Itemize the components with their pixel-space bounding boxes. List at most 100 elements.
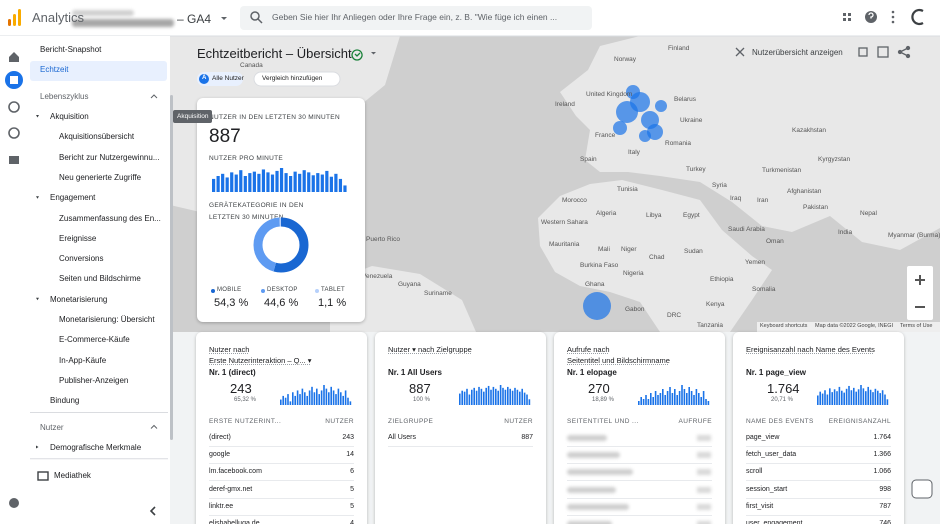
card-title[interactable]: Nutzer ▾ nach Zielgruppe <box>388 345 472 354</box>
map-attribution[interactable]: Terms of Use <box>900 323 933 329</box>
legend-dot <box>211 289 215 293</box>
map-label: Romania <box>665 140 692 147</box>
compare-chip[interactable] <box>253 71 341 87</box>
dropdown-caret[interactable] <box>221 17 227 20</box>
legend-name: TABLET <box>321 287 346 293</box>
property-name[interactable]: – GA4 <box>177 12 212 26</box>
bar <box>320 390 323 405</box>
nav-section[interactable]: Lebenszyklus <box>40 92 89 101</box>
home-icon[interactable] <box>9 52 19 62</box>
bar <box>874 388 877 405</box>
title-caret[interactable] <box>371 52 376 55</box>
map-attribution[interactable]: Keyboard shortcuts <box>760 323 808 329</box>
nav-item[interactable]: Akquisitionsübersicht <box>59 132 135 142</box>
nav-caret[interactable] <box>36 115 39 118</box>
nav-caret[interactable] <box>36 297 39 301</box>
apps-icon[interactable] <box>843 13 851 21</box>
compare-button[interactable]: Vergleich hinzufügen <box>262 75 323 82</box>
row-label[interactable]: scroll <box>746 468 763 476</box>
customize-icon[interactable] <box>877 46 889 58</box>
row-label[interactable]: All Users <box>388 434 417 441</box>
nav-item[interactable]: Neu generierte Zugriffe <box>59 172 142 182</box>
card-title[interactable]: Ereignisanzahl nach Name des Events <box>746 345 875 354</box>
bar <box>511 390 514 405</box>
configure-icon[interactable] <box>9 156 19 164</box>
row-value: 5 <box>350 502 354 510</box>
nav-section[interactable]: Nutzer <box>40 422 64 432</box>
explore-icon[interactable] <box>8 101 20 113</box>
row-label[interactable]: fetch_user_data <box>746 451 797 459</box>
nav-group[interactable]: Akquisition <box>50 112 89 121</box>
nav-group[interactable]: Engagement <box>50 193 96 203</box>
nav-item[interactable]: Echtzeit <box>40 65 69 74</box>
map-label: Yemen <box>745 259 765 266</box>
row-label[interactable]: first_visit <box>746 502 774 510</box>
row-label[interactable]: google <box>209 451 231 459</box>
nav-group[interactable]: Monetarisierung <box>50 294 108 304</box>
bar <box>342 395 344 405</box>
search-box[interactable] <box>240 6 592 30</box>
redacted-row <box>567 521 612 524</box>
nav-group[interactable]: Bindung <box>50 396 80 406</box>
bar <box>335 394 337 405</box>
card-title[interactable]: Nutzer nach <box>209 345 250 354</box>
settings-icon[interactable] <box>9 498 19 508</box>
bar <box>461 390 463 405</box>
nav-item[interactable]: Zusammenfassung des En... <box>59 213 161 223</box>
segment-chip[interactable] <box>197 72 243 86</box>
bar <box>298 173 302 192</box>
overview-button[interactable]: Nutzerübersicht anzeigen <box>752 48 843 57</box>
row-label[interactable]: linktr.ee <box>209 502 234 510</box>
nav-item[interactable]: In-App-Käufe <box>59 355 107 365</box>
row-label[interactable]: deref-gmx.net <box>209 485 253 493</box>
nav-group[interactable]: Demografische Merkmale <box>50 442 142 452</box>
nav-item[interactable]: Ereignisse <box>59 233 97 243</box>
row-label[interactable]: elishabelluga.de <box>209 520 260 524</box>
zoom-in[interactable] <box>915 275 925 285</box>
legend-name: MOBILE <box>217 287 242 293</box>
bar <box>338 178 343 192</box>
advertising-icon[interactable] <box>8 127 20 139</box>
card-title[interactable]: Seitentitel und Bildschirmname <box>567 356 670 365</box>
bar <box>490 389 492 405</box>
search-icon <box>250 11 263 24</box>
feedback-button[interactable] <box>911 479 933 499</box>
nav-item[interactable]: Seiten und Bildschirme <box>59 274 141 284</box>
nav-item[interactable]: Bericht-Snapshot <box>40 45 102 54</box>
nav-caret[interactable] <box>36 196 39 199</box>
bar <box>678 391 681 405</box>
row-label[interactable]: lm.facebook.com <box>209 468 262 476</box>
legend-swatch <box>211 289 215 293</box>
nav-item[interactable]: Bericht zur Nutzergewinnu... <box>59 152 160 162</box>
map-label: Pakistan <box>803 204 828 211</box>
bar <box>311 386 313 405</box>
row-label[interactable]: user_engagement <box>746 520 803 524</box>
nav-item[interactable]: Publisher-Anzeigen <box>59 375 129 385</box>
fullscreen-icon[interactable] <box>858 47 868 57</box>
bar <box>304 392 306 405</box>
search-placeholder[interactable]: Geben Sie hier Ihr Anliegen oder Ihre Fr… <box>272 12 558 22</box>
map-label: Suriname <box>424 290 452 297</box>
redacted-row <box>567 486 616 493</box>
row-label[interactable]: page_view <box>746 434 780 441</box>
more-icon[interactable] <box>891 10 895 24</box>
nav-library[interactable]: Mediathek <box>54 470 91 480</box>
bar <box>664 395 666 405</box>
nav-item[interactable]: E-Commerce-Käufe <box>59 335 130 345</box>
account-avatar[interactable] <box>911 8 924 26</box>
bar <box>674 389 676 405</box>
bar <box>328 392 330 405</box>
nav-caret[interactable] <box>36 445 39 449</box>
card-top-value: 270 <box>588 381 610 396</box>
map-label: Guyana <box>398 281 421 288</box>
card-title[interactable]: Aufrufe nach <box>567 345 610 354</box>
collapse-nav[interactable] <box>149 506 156 516</box>
map-attribution[interactable]: Map data ©2022 Google, INEGI <box>815 323 894 329</box>
row-label[interactable]: session_start <box>746 485 788 493</box>
nav-item[interactable]: Conversions <box>59 254 104 264</box>
row-label[interactable]: (direct) <box>209 434 231 441</box>
segment-name[interactable]: Alle Nutzer <box>212 75 244 82</box>
share-icon[interactable] <box>897 45 911 59</box>
card-title[interactable]: Erste Nutzerinteraktion – Q... ▾ <box>209 356 312 365</box>
nav-item[interactable]: Monetarisierung: Übersicht <box>59 315 155 324</box>
